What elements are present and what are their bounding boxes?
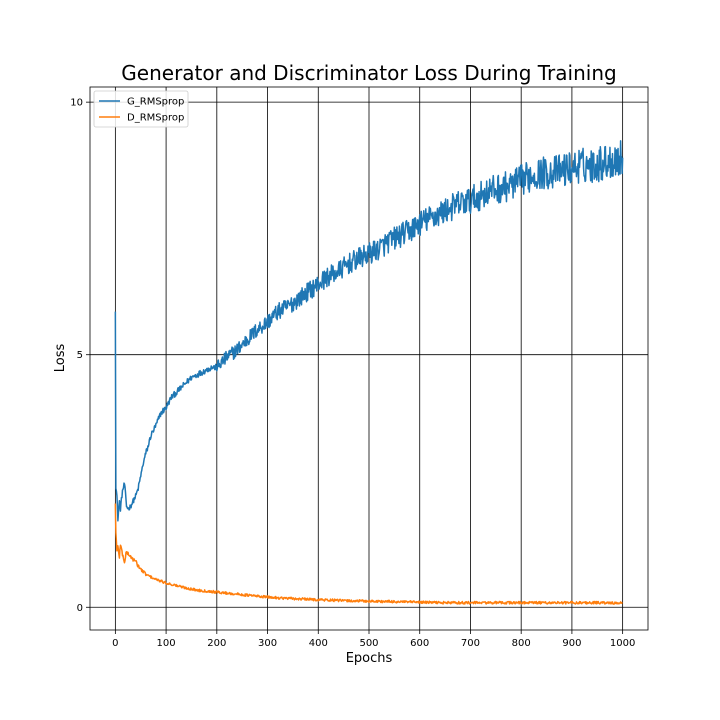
series-line-g-rmsprop [114, 140, 624, 522]
series-layer [114, 140, 624, 605]
x-tick-label: 500 [359, 638, 378, 649]
tick-layer: 0 100 200 300 400 500 600 700 800 900 1000 0 5 10 [70, 98, 635, 649]
x-tick-label: 1000 [610, 638, 635, 649]
y-tick-label: 0 [77, 603, 83, 614]
y-tick-label: 10 [70, 98, 83, 109]
x-tick-label: 0 [112, 638, 118, 649]
x-tick-label: 800 [512, 638, 531, 649]
x-tick-label: 200 [207, 638, 226, 649]
x-tick-label: 600 [410, 638, 429, 649]
y-axis-label: Loss [53, 344, 68, 373]
legend-box [93, 90, 189, 128]
chart-title: Generator and Discriminator Loss During … [121, 61, 616, 85]
x-tick-label: 900 [562, 638, 581, 649]
x-tick-label: 300 [258, 638, 277, 649]
x-tick-label: 400 [309, 638, 328, 649]
legend-label-g: G_RMSprop [127, 97, 184, 108]
y-tick-label: 5 [77, 350, 83, 361]
legend-label-d: D_RMSprop [127, 113, 184, 124]
x-tick-label: 100 [157, 638, 176, 649]
x-axis-label: Epochs [346, 651, 393, 666]
series-line-d-rmsprop [114, 503, 623, 605]
legend: G_RMSprop D_RMSprop [93, 90, 189, 128]
x-tick-label: 700 [461, 638, 480, 649]
grid-layer [90, 87, 648, 630]
